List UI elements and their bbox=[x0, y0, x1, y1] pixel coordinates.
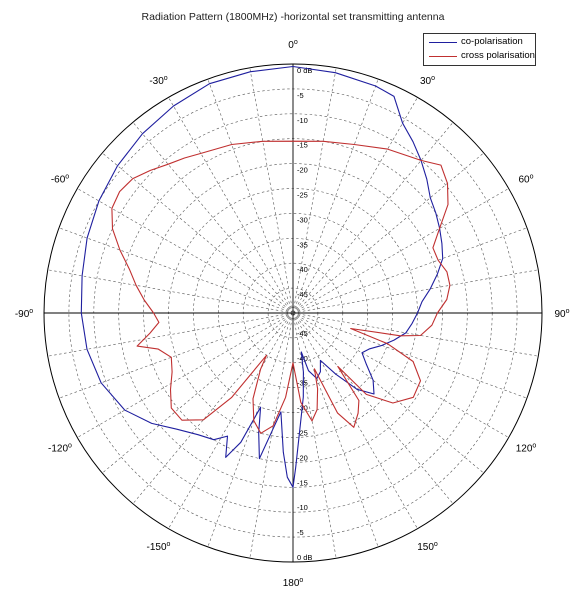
grid-spoke bbox=[292, 269, 539, 314]
radial-tick-label: -40 bbox=[297, 265, 308, 274]
legend: co-polarisation cross polarisation bbox=[423, 33, 536, 66]
angle-tick-label: 150o bbox=[417, 541, 438, 553]
grid-spoke bbox=[292, 78, 379, 314]
angle-tick-label: -60o bbox=[51, 174, 69, 186]
angle-tick-label: -30o bbox=[149, 75, 167, 87]
angle-tick-label: 60o bbox=[518, 174, 533, 186]
radial-tick-label: 0 dB bbox=[297, 66, 312, 75]
radial-tick-label: -5 bbox=[297, 91, 304, 100]
polar-grid bbox=[43, 63, 543, 563]
grid-spoke bbox=[168, 97, 294, 314]
radial-tick-label: -35 bbox=[297, 379, 308, 388]
grid-spoke bbox=[58, 312, 294, 399]
chart-title: Radiation Pattern (1800MHz) -horizontal … bbox=[141, 11, 445, 23]
grid-spoke bbox=[292, 152, 484, 314]
radial-tick-label: -45 bbox=[297, 290, 308, 299]
angle-tick-label: 90o bbox=[554, 308, 569, 320]
angle-tick-label: 30o bbox=[420, 75, 435, 87]
radial-tick-label: -45 bbox=[297, 329, 308, 338]
grid-spoke bbox=[292, 188, 509, 314]
grid-spoke bbox=[77, 188, 294, 314]
grid-spoke bbox=[102, 152, 294, 314]
angle-tick-label: 0o bbox=[288, 39, 298, 51]
grid-spoke bbox=[292, 312, 484, 474]
grid-spoke bbox=[168, 312, 294, 529]
grid-spoke bbox=[292, 122, 454, 314]
radial-tick-label: -10 bbox=[297, 503, 308, 512]
grid-spoke bbox=[47, 269, 294, 314]
grid-spoke bbox=[292, 312, 454, 504]
grid-spoke bbox=[292, 312, 418, 529]
legend-label-cross-polarisation: cross polarisation bbox=[461, 50, 535, 61]
grid-spoke bbox=[292, 312, 379, 548]
radial-tick-label: -30 bbox=[297, 215, 308, 224]
angle-labels: 0o 30o 60o 90o 120o 150o 180o -150o -120o -90o -60… bbox=[15, 39, 570, 589]
grid-spoke bbox=[292, 67, 337, 314]
radial-tick-label: -25 bbox=[297, 191, 308, 200]
angle-tick-label: -90o bbox=[15, 308, 33, 320]
grid-spoke bbox=[292, 97, 418, 314]
angle-tick-label: 120o bbox=[516, 443, 537, 455]
legend-swatch-cross-polarisation bbox=[429, 56, 457, 57]
radial-tick-label: -15 bbox=[297, 478, 308, 487]
radial-tick-label: -25 bbox=[297, 429, 308, 438]
radial-tick-label: -20 bbox=[297, 166, 308, 175]
grid-spoke bbox=[207, 78, 294, 314]
grid-spoke bbox=[58, 227, 294, 314]
radial-tick-label: -15 bbox=[297, 141, 308, 150]
legend-item-co-polarisation: co-polarisation bbox=[424, 35, 535, 49]
series-lines bbox=[80, 65, 451, 488]
grid-spoke bbox=[132, 312, 294, 504]
grid-spoke bbox=[292, 312, 528, 399]
grid-spoke bbox=[249, 67, 294, 314]
grid-spoke bbox=[249, 312, 294, 559]
radial-tick-label: -5 bbox=[297, 528, 304, 537]
grid-spoke bbox=[292, 312, 539, 357]
grid-spoke bbox=[102, 312, 294, 474]
radial-tick-label: 0 dB bbox=[297, 553, 312, 562]
grid-spoke bbox=[292, 312, 509, 438]
radial-tick-label: -35 bbox=[297, 240, 308, 249]
legend-swatch-co-polarisation bbox=[429, 42, 457, 43]
series-line-co-polarisation bbox=[80, 65, 444, 488]
grid-spoke bbox=[207, 312, 294, 548]
grid-spoke bbox=[292, 227, 528, 314]
radial-tick-label: -20 bbox=[297, 453, 308, 462]
angle-tick-label: -150o bbox=[147, 541, 171, 553]
angle-tick-label: 180o bbox=[283, 577, 304, 589]
grid-spoke bbox=[47, 312, 294, 357]
series-line-cross-polarisation bbox=[111, 140, 451, 434]
grid-spoke bbox=[292, 312, 337, 559]
legend-item-cross-polarisation: cross polarisation bbox=[424, 49, 535, 63]
grid-spoke bbox=[77, 312, 294, 438]
legend-label-co-polarisation: co-polarisation bbox=[461, 36, 523, 47]
grid-spoke bbox=[132, 122, 294, 314]
angle-tick-label: -120o bbox=[48, 443, 72, 455]
radial-tick-label: -10 bbox=[297, 116, 308, 125]
